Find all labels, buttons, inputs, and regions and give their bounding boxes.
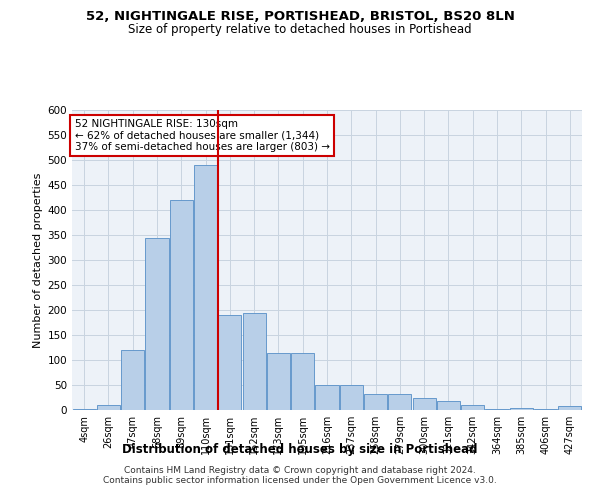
Bar [170, 200, 193, 410]
Bar [510, 408, 533, 410]
Bar [413, 398, 436, 410]
Bar [534, 409, 557, 410]
Text: Size of property relative to detached houses in Portishead: Size of property relative to detached ho… [128, 22, 472, 36]
Text: Contains HM Land Registry data © Crown copyright and database right 2024.
Contai: Contains HM Land Registry data © Crown c… [103, 466, 497, 485]
Bar [461, 405, 484, 410]
Bar [559, 406, 581, 410]
Bar [194, 165, 217, 410]
Bar [316, 385, 338, 410]
Bar [485, 409, 509, 410]
Bar [242, 312, 266, 410]
Bar [267, 352, 290, 410]
Bar [97, 405, 120, 410]
Bar [291, 352, 314, 410]
Bar [145, 238, 169, 410]
Bar [437, 401, 460, 410]
Text: 52, NIGHTINGALE RISE, PORTISHEAD, BRISTOL, BS20 8LN: 52, NIGHTINGALE RISE, PORTISHEAD, BRISTO… [86, 10, 514, 23]
Bar [121, 350, 144, 410]
Y-axis label: Number of detached properties: Number of detached properties [33, 172, 43, 348]
Bar [340, 385, 363, 410]
Text: Distribution of detached houses by size in Portishead: Distribution of detached houses by size … [122, 442, 478, 456]
Text: 52 NIGHTINGALE RISE: 130sqm
← 62% of detached houses are smaller (1,344)
37% of : 52 NIGHTINGALE RISE: 130sqm ← 62% of det… [74, 119, 329, 152]
Bar [364, 394, 387, 410]
Bar [388, 394, 412, 410]
Bar [73, 409, 95, 410]
Bar [218, 315, 241, 410]
